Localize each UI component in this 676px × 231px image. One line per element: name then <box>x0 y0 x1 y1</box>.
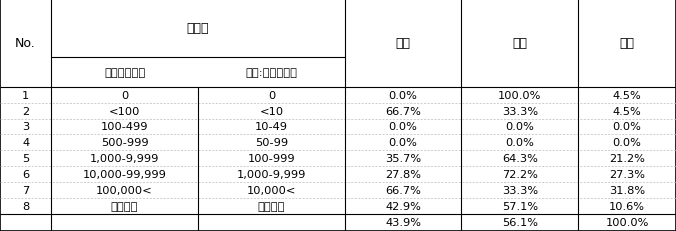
Text: 4.5%: 4.5% <box>612 90 642 100</box>
Text: 21.2%: 21.2% <box>609 154 645 164</box>
Text: 7: 7 <box>22 185 29 195</box>
Text: 予算額: 予算額 <box>187 22 210 35</box>
Text: 0.0%: 0.0% <box>389 122 418 132</box>
Text: 8: 8 <box>22 201 29 211</box>
Text: 0.0%: 0.0% <box>389 90 418 100</box>
Text: 50-99: 50-99 <box>255 138 288 148</box>
Text: 4.5%: 4.5% <box>612 106 642 116</box>
Text: 66.7%: 66.7% <box>385 185 421 195</box>
Text: 500-999: 500-999 <box>101 138 149 148</box>
Text: 100-499: 100-499 <box>101 122 148 132</box>
Text: 参考:（百万円）: 参考:（百万円） <box>245 68 297 78</box>
Text: 2: 2 <box>22 106 29 116</box>
Text: 0: 0 <box>121 90 128 100</box>
Text: 6: 6 <box>22 169 29 179</box>
Text: （千米ドル）: （千米ドル） <box>104 68 145 78</box>
Text: 27.8%: 27.8% <box>385 169 421 179</box>
Text: 35.7%: 35.7% <box>385 154 421 164</box>
Text: 1: 1 <box>22 90 29 100</box>
Text: 33.3%: 33.3% <box>502 185 538 195</box>
Text: 金額不明: 金額不明 <box>258 201 285 211</box>
Text: 10.6%: 10.6% <box>609 201 645 211</box>
Text: 0.0%: 0.0% <box>506 138 534 148</box>
Text: <100: <100 <box>109 106 141 116</box>
Text: 0: 0 <box>268 90 275 100</box>
Text: 1,000-9,999: 1,000-9,999 <box>237 169 306 179</box>
Text: 0.0%: 0.0% <box>506 122 534 132</box>
Text: 10,000-99,999: 10,000-99,999 <box>82 169 166 179</box>
Text: なし: なし <box>512 37 527 50</box>
Text: 27.3%: 27.3% <box>609 169 645 179</box>
Text: 57.1%: 57.1% <box>502 201 538 211</box>
Text: 100-999: 100-999 <box>247 154 295 164</box>
Text: 31.8%: 31.8% <box>609 185 645 195</box>
Text: 10,000<: 10,000< <box>247 185 296 195</box>
Text: 0.0%: 0.0% <box>612 138 642 148</box>
Text: 64.3%: 64.3% <box>502 154 537 164</box>
Text: 33.3%: 33.3% <box>502 106 538 116</box>
Text: 100.0%: 100.0% <box>606 217 649 227</box>
Text: 10-49: 10-49 <box>255 122 288 132</box>
Text: <10: <10 <box>260 106 283 116</box>
Text: 43.9%: 43.9% <box>385 217 421 227</box>
Text: 3: 3 <box>22 122 29 132</box>
Text: 4: 4 <box>22 138 29 148</box>
Text: 0.0%: 0.0% <box>612 122 642 132</box>
Text: 合計: 合計 <box>620 37 635 50</box>
Text: あり: あり <box>395 37 410 50</box>
Text: 100,000<: 100,000< <box>96 185 153 195</box>
Text: 1,000-9,999: 1,000-9,999 <box>90 154 160 164</box>
Text: 金額不明: 金額不明 <box>111 201 139 211</box>
Text: 100.0%: 100.0% <box>498 90 541 100</box>
Text: 0.0%: 0.0% <box>389 138 418 148</box>
Text: 42.9%: 42.9% <box>385 201 421 211</box>
Text: 66.7%: 66.7% <box>385 106 421 116</box>
Text: No.: No. <box>16 37 36 50</box>
Text: 56.1%: 56.1% <box>502 217 538 227</box>
Text: 72.2%: 72.2% <box>502 169 537 179</box>
Text: 5: 5 <box>22 154 29 164</box>
